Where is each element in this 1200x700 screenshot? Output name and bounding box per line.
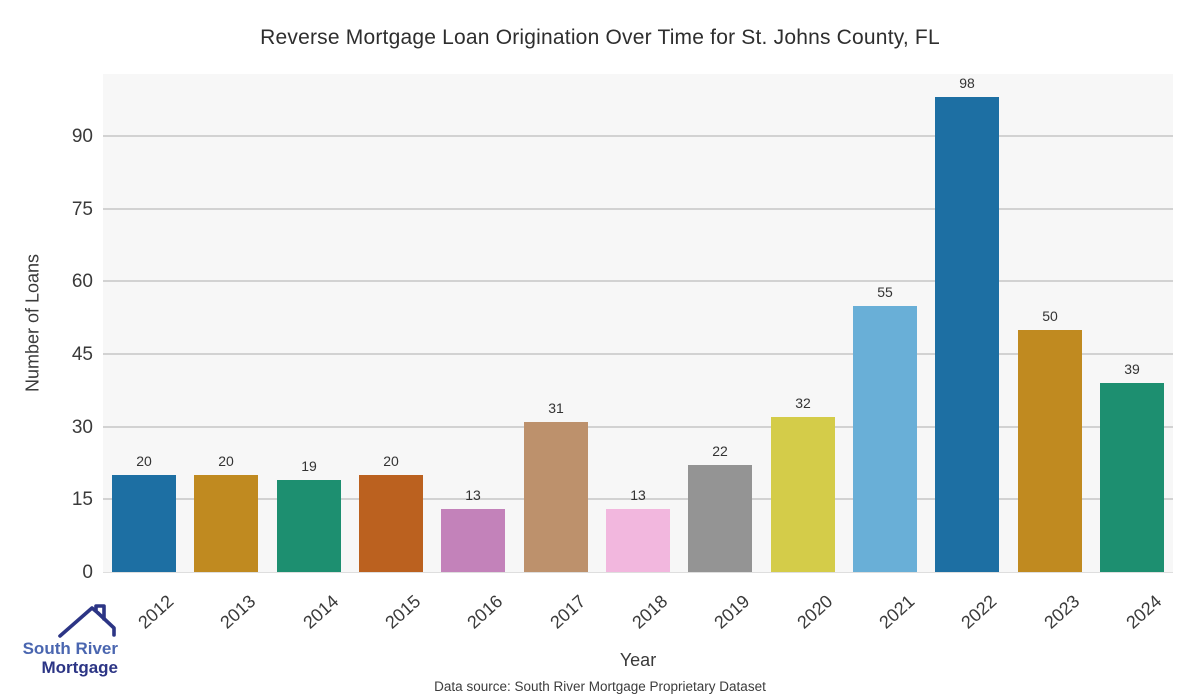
y-tick-label-90: 90 [71,125,93,147]
value-label-2018: 13 [630,487,646,503]
bar-2023 [1018,330,1082,572]
bar-2022 [935,97,999,572]
bar-2024 [1100,383,1164,572]
gridline-90 [103,134,1173,137]
y-tick-label-45: 45 [71,343,93,365]
y-tick-label-15: 15 [71,489,93,511]
value-label-2019: 22 [712,443,728,459]
y-tick-label-0: 0 [82,562,93,583]
gridline-45 [103,353,1173,355]
bar-2013 [194,475,258,572]
x-axis-title: Year [619,650,657,670]
gridline-15 [103,498,1173,501]
bar-2019 [688,465,752,572]
value-label-2016: 13 [465,487,481,503]
y-tick-label-60: 60 [71,271,93,293]
plot-area: 20 20 19 20 13 31 13 22 32 55 98 50 39 [103,74,1173,573]
bar-2012 [112,475,176,572]
logo-text-line1: South River [22,639,118,658]
house-roof-icon [58,604,116,638]
gridline-60 [103,280,1173,283]
value-label-2024: 39 [1124,361,1140,377]
bar-2020 [771,417,835,572]
gridline-75 [103,207,1173,210]
bar-2018 [606,509,670,572]
bar-2016 [441,509,505,572]
value-label-2021: 55 [877,284,893,300]
value-label-2023: 50 [1042,308,1058,324]
data-source-caption: Data source: South River Mortgage Propri… [434,679,766,694]
logo-text-line2: Mortgage [41,658,119,677]
company-logo: South River Mortgage [16,603,146,693]
value-label-2017: 31 [548,400,564,416]
chart-title: Reverse Mortgage Loan Origination Over T… [260,26,940,49]
y-tick-label-75: 75 [71,198,93,220]
gridline-30 [103,425,1173,428]
bar-2014 [277,480,341,572]
value-label-2022: 98 [959,75,975,91]
bar-2015 [359,475,423,572]
value-label-2015: 20 [383,453,399,469]
bar-2021 [853,306,917,572]
value-label-2013: 20 [218,453,234,469]
value-label-2014: 19 [301,458,317,474]
value-label-2012: 20 [136,453,152,469]
value-label-2020: 32 [795,395,811,411]
y-tick-label-30: 30 [71,416,93,438]
bar-2017 [524,422,588,572]
